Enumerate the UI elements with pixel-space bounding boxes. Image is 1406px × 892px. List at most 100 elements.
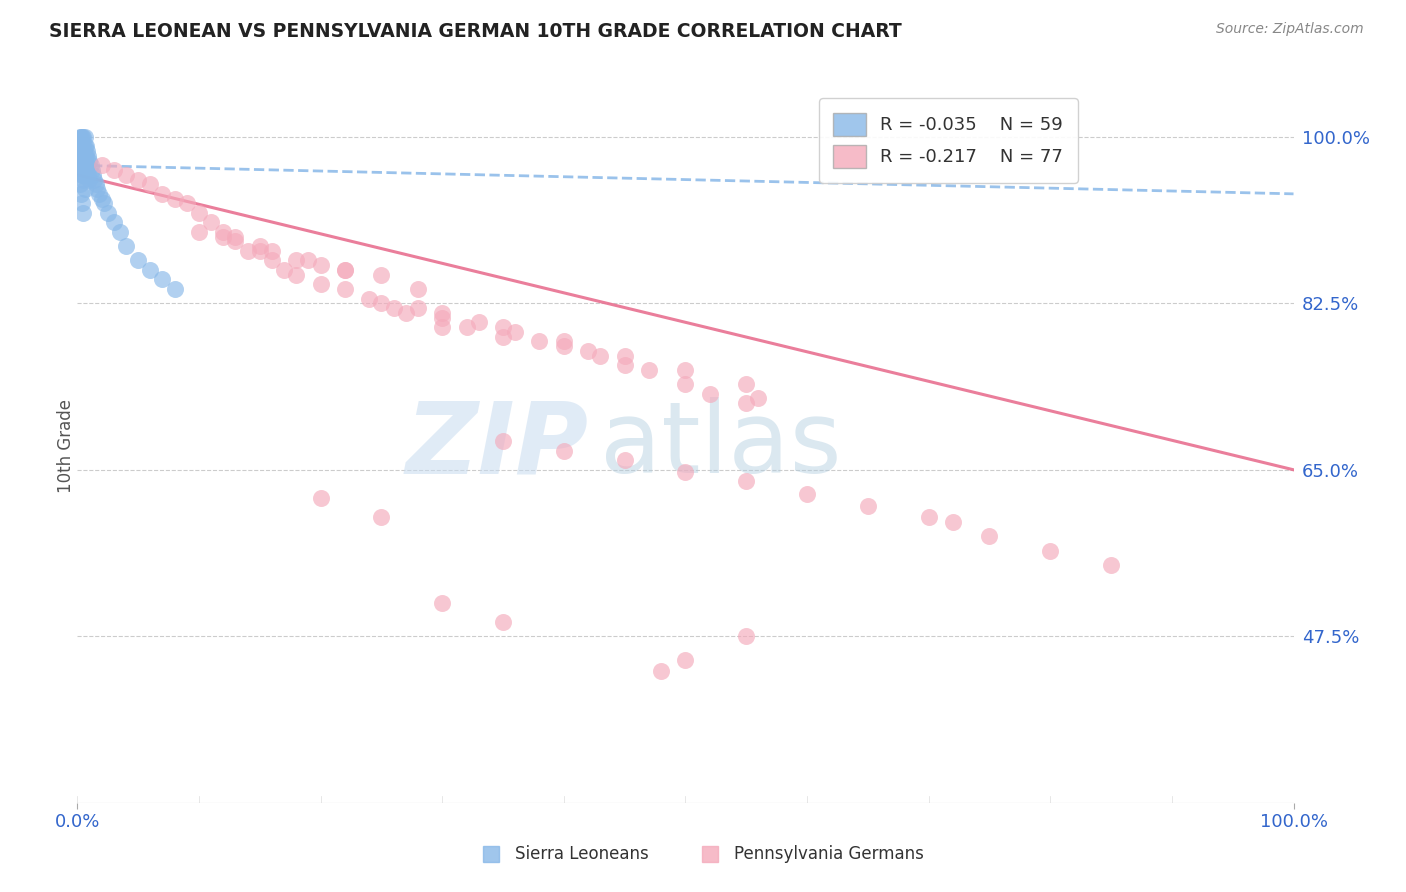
Point bbox=[224, 229, 246, 244]
Point bbox=[127, 172, 149, 186]
Point bbox=[69, 139, 91, 153]
Point bbox=[103, 215, 125, 229]
Point bbox=[70, 149, 93, 163]
Point bbox=[176, 196, 198, 211]
Point bbox=[796, 486, 818, 500]
Point bbox=[97, 206, 120, 220]
Point bbox=[430, 320, 453, 334]
Point bbox=[285, 268, 308, 282]
Point bbox=[212, 225, 235, 239]
Point bbox=[456, 320, 478, 334]
Point bbox=[77, 168, 100, 182]
Point bbox=[553, 339, 575, 353]
Point bbox=[675, 465, 697, 479]
Point bbox=[735, 629, 758, 643]
Point bbox=[309, 277, 332, 292]
Point bbox=[90, 192, 112, 206]
Point bbox=[75, 139, 97, 153]
Point bbox=[236, 244, 259, 258]
Point bbox=[212, 229, 235, 244]
Point bbox=[80, 158, 103, 172]
Point bbox=[93, 196, 115, 211]
Point bbox=[79, 153, 101, 168]
Point bbox=[163, 192, 186, 206]
Point bbox=[675, 377, 697, 392]
Point bbox=[76, 144, 98, 158]
Point bbox=[83, 172, 105, 186]
Point bbox=[249, 244, 271, 258]
Point bbox=[1099, 558, 1122, 572]
Point bbox=[735, 377, 758, 392]
Point bbox=[72, 168, 94, 182]
Point bbox=[70, 158, 93, 172]
Point bbox=[370, 510, 392, 524]
Point bbox=[370, 296, 392, 310]
Point bbox=[297, 253, 319, 268]
Point bbox=[200, 215, 222, 229]
Legend: R = -0.035    N = 59, R = -0.217    N = 77: R = -0.035 N = 59, R = -0.217 N = 77 bbox=[820, 98, 1078, 183]
Point bbox=[856, 499, 879, 513]
Point bbox=[650, 665, 672, 679]
Point bbox=[406, 282, 429, 296]
Point bbox=[72, 139, 94, 153]
Point bbox=[70, 186, 93, 201]
Point bbox=[70, 196, 93, 211]
Point bbox=[163, 282, 186, 296]
Point bbox=[73, 139, 96, 153]
Point bbox=[70, 149, 93, 163]
Point bbox=[430, 306, 453, 320]
Point bbox=[152, 272, 174, 286]
Point bbox=[382, 301, 405, 315]
Point bbox=[70, 129, 93, 144]
Point bbox=[249, 239, 271, 253]
Point bbox=[70, 139, 93, 153]
Point bbox=[152, 186, 174, 201]
Point bbox=[613, 453, 636, 467]
Text: SIERRA LEONEAN VS PENNSYLVANIA GERMAN 10TH GRADE CORRELATION CHART: SIERRA LEONEAN VS PENNSYLVANIA GERMAN 10… bbox=[49, 22, 903, 41]
Point bbox=[1039, 543, 1062, 558]
Point bbox=[942, 515, 965, 529]
Point bbox=[75, 149, 97, 163]
Point bbox=[333, 282, 356, 296]
Point bbox=[260, 244, 283, 258]
Point bbox=[553, 334, 575, 349]
Point bbox=[67, 144, 90, 158]
Point bbox=[979, 529, 1001, 543]
Point bbox=[115, 239, 138, 253]
Point bbox=[70, 139, 93, 153]
Point bbox=[492, 320, 515, 334]
Point bbox=[67, 153, 90, 168]
Point bbox=[430, 310, 453, 325]
Point bbox=[69, 178, 91, 192]
Point bbox=[80, 163, 103, 178]
Point bbox=[747, 392, 769, 406]
Point bbox=[613, 358, 636, 372]
Point bbox=[70, 144, 93, 158]
Point bbox=[127, 253, 149, 268]
Point bbox=[73, 168, 96, 182]
Text: Sierra Leoneans: Sierra Leoneans bbox=[515, 846, 650, 863]
Point bbox=[467, 315, 489, 329]
Point bbox=[72, 158, 94, 172]
Y-axis label: 10th Grade: 10th Grade bbox=[58, 399, 75, 493]
Point bbox=[333, 263, 356, 277]
Point bbox=[675, 363, 697, 377]
Point bbox=[82, 168, 104, 182]
Point bbox=[224, 235, 246, 249]
Point bbox=[72, 149, 94, 163]
Point bbox=[285, 253, 308, 268]
Point bbox=[260, 253, 283, 268]
Point bbox=[77, 149, 100, 163]
Point bbox=[72, 206, 94, 220]
Point bbox=[370, 268, 392, 282]
Point bbox=[406, 301, 429, 315]
Point bbox=[73, 129, 96, 144]
Point bbox=[70, 129, 93, 144]
Point bbox=[492, 615, 515, 629]
Point bbox=[430, 596, 453, 610]
Point bbox=[139, 178, 162, 192]
Point bbox=[188, 225, 211, 239]
Point bbox=[115, 168, 138, 182]
Point bbox=[503, 325, 526, 339]
Point bbox=[576, 343, 599, 358]
